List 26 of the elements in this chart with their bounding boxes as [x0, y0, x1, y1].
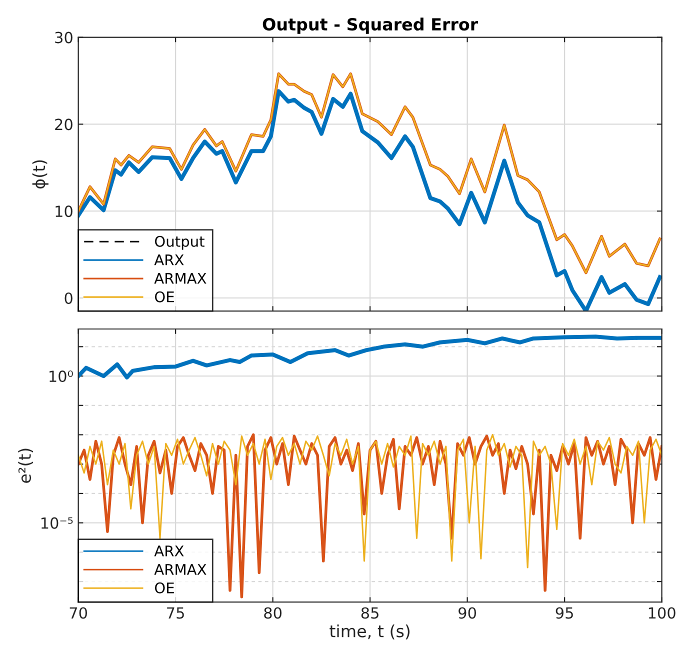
legend-label: ARX: [154, 254, 184, 266]
y-tick-label: 20: [55, 118, 72, 130]
x-tick-label: 85: [361, 607, 378, 619]
legend-label: ARX: [154, 546, 184, 556]
legend-label: OE: [154, 582, 174, 594]
y-tick-label: 0: [64, 292, 72, 304]
y-tick-label: 10⁻⁵: [41, 517, 73, 529]
x-tick-label: 95: [556, 607, 573, 619]
x-tick-label: 90: [458, 607, 476, 619]
y-tick-label: 30: [55, 32, 72, 44]
x-axis-title: time, t (s): [330, 624, 410, 640]
x-tick-label: 100: [648, 607, 676, 619]
line-series: [78, 433, 662, 598]
y-axis-title: ϕ(t): [32, 160, 48, 189]
x-tick-label: 70: [70, 607, 88, 619]
line-series: [78, 334, 662, 380]
y-tick-label: 10⁰: [50, 370, 73, 382]
chart-title: Output - Squared Error: [262, 18, 478, 34]
y-axis-title: e²(t): [18, 448, 33, 483]
legend-label: ARMAX: [154, 273, 206, 284]
x-tick-label: 75: [167, 607, 184, 619]
legend-label: ARMAX: [154, 564, 206, 575]
x-tick-label: 80: [264, 607, 282, 619]
y-tick-label: 10: [56, 206, 72, 218]
legend-label: OE: [154, 291, 174, 302]
legend-label: Output: [154, 236, 204, 250]
